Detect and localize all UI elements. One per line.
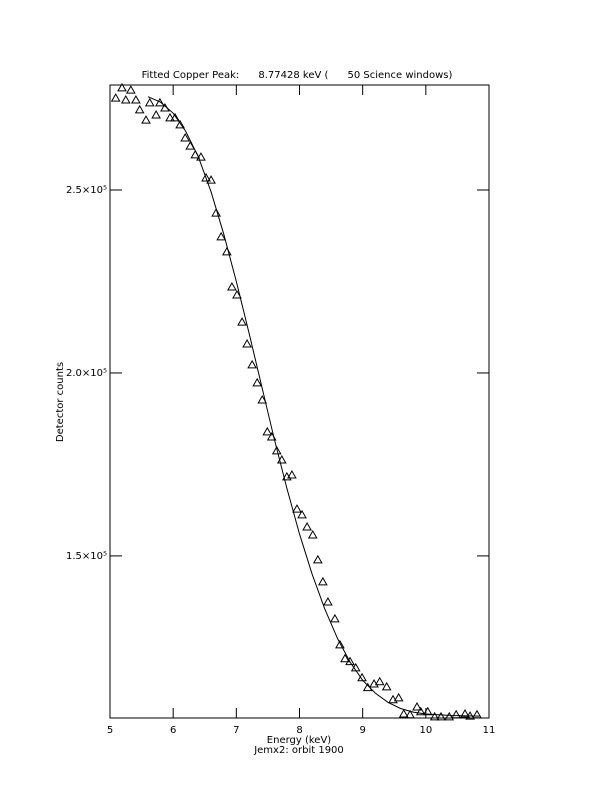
data-point	[415, 706, 426, 716]
data-point	[221, 246, 232, 256]
data-point	[312, 554, 323, 564]
data-point	[155, 97, 165, 107]
data-point	[117, 82, 127, 92]
data-point	[330, 613, 340, 623]
plot-frame	[109, 84, 490, 719]
data-point	[170, 112, 180, 122]
data-point	[292, 504, 302, 513]
fit-line	[147, 96, 480, 717]
data-point	[393, 692, 404, 702]
subtitle: Jemx2: orbit 1900	[253, 745, 344, 756]
data-point	[451, 709, 462, 719]
x-tick-label: 9	[359, 725, 365, 736]
data-point	[318, 576, 328, 586]
data-point	[227, 281, 237, 291]
data-point	[175, 119, 185, 129]
data-point	[211, 208, 221, 217]
data-point	[160, 103, 170, 112]
data-point	[242, 339, 252, 348]
data-point	[444, 711, 455, 721]
data-point	[110, 93, 121, 102]
data-point	[335, 639, 345, 649]
data-point	[216, 231, 227, 241]
x-tick-label: 10	[419, 725, 432, 736]
data-point	[307, 530, 318, 539]
data-point	[131, 94, 141, 104]
data-point	[252, 377, 263, 387]
data-point	[323, 597, 333, 606]
data-point	[232, 290, 242, 299]
data-point	[429, 711, 440, 721]
data-point	[206, 175, 216, 184]
x-tick-label: 7	[233, 725, 239, 736]
data-point	[460, 708, 470, 718]
data-point	[340, 653, 350, 663]
data-point	[151, 109, 161, 119]
data-point	[302, 521, 312, 531]
data-point	[405, 709, 415, 719]
data-point	[180, 133, 191, 142]
data-point	[345, 656, 355, 666]
data-point	[165, 112, 175, 122]
x-tick-label: 6	[170, 725, 176, 736]
data-point	[196, 152, 206, 161]
data-point	[262, 426, 273, 436]
x-axis-label: Energy (keV)	[267, 735, 332, 746]
data-point	[201, 172, 211, 182]
y-axis-label: Detector counts	[55, 362, 66, 442]
y-tick-label: 1.5×10⁵	[66, 551, 107, 562]
data-point	[398, 708, 409, 718]
data-point	[120, 94, 131, 104]
data-point	[422, 706, 433, 716]
chart-title: Fitted Copper Peak: 8.77428 keV ( 50 Sci…	[142, 70, 453, 81]
x-tick-label: 8	[296, 725, 302, 736]
data-point	[125, 85, 136, 94]
data-point	[374, 676, 385, 686]
data-point	[287, 470, 297, 479]
data-point	[472, 709, 482, 719]
y-tick-label: 2.5×10⁵	[66, 185, 107, 196]
data-point	[297, 509, 307, 519]
data-point	[271, 445, 282, 455]
data-point	[247, 359, 257, 369]
data-point	[237, 317, 247, 326]
data-point	[257, 395, 268, 404]
data-point	[412, 702, 422, 711]
y-tick-label: 2.0×10⁵	[66, 368, 107, 379]
x-tick-label: 5	[107, 725, 113, 736]
data-point	[144, 97, 155, 107]
x-tick-label: 11	[483, 725, 496, 736]
data-point	[134, 104, 145, 114]
data-point	[381, 681, 392, 691]
data-point	[141, 115, 151, 124]
data-point	[388, 694, 398, 704]
data-point	[436, 711, 446, 721]
